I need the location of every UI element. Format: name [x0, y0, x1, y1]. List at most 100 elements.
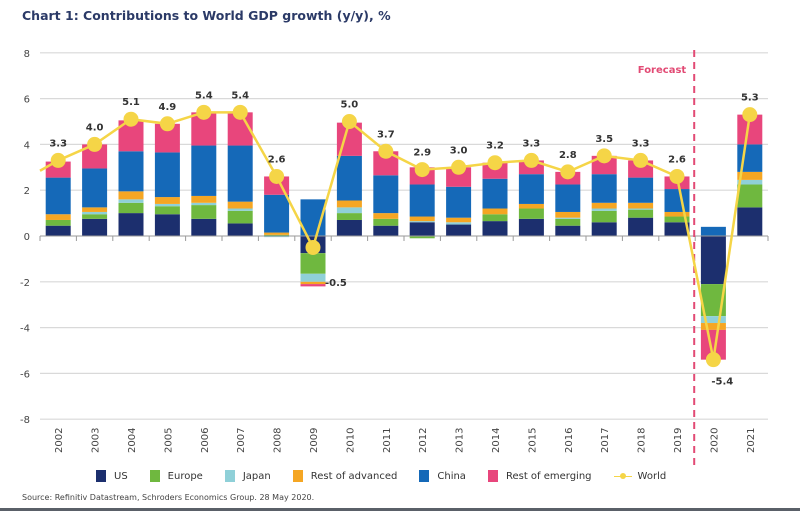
- bar-segment-china: [373, 175, 399, 214]
- world-point: [269, 168, 285, 184]
- bar-segment-rest-of-advanced: [628, 202, 654, 209]
- bar-segment-china: [191, 145, 217, 196]
- bar-segment-us: [518, 218, 544, 236]
- world-point: [159, 116, 175, 132]
- bar-segment-europe: [518, 208, 544, 219]
- y-tick-label: -2: [20, 278, 30, 289]
- bar-segment-us: [409, 222, 435, 236]
- legend-label: China: [437, 470, 466, 482]
- world-point: [596, 148, 612, 164]
- bar-segment-rest-of-advanced: [300, 281, 326, 285]
- bar-segment-china: [518, 174, 544, 204]
- bar-segment-us: [373, 225, 399, 236]
- bar-segment-us: [700, 236, 726, 285]
- bar-segment-rest-of-advanced: [154, 197, 180, 204]
- bar-segment-china: [555, 184, 581, 212]
- world-data-label: 3.5: [595, 134, 613, 145]
- bar-segment-japan: [628, 208, 654, 210]
- bar-segment-europe: [45, 219, 71, 226]
- legend-item-world: World: [613, 470, 666, 482]
- x-tick-label: 2015: [527, 428, 538, 453]
- world-data-label: 2.6: [668, 154, 686, 165]
- legend-swatch: [292, 470, 303, 482]
- bar-segment-us: [482, 221, 508, 236]
- y-tick-label: 6: [24, 95, 30, 106]
- bar-segment-europe: [482, 214, 508, 222]
- world-data-label: 3.3: [523, 138, 541, 149]
- legend-item-rest-of-advanced: Rest of advanced: [292, 470, 398, 482]
- bar-segment-china: [409, 184, 435, 217]
- bar-segment-europe: [628, 209, 654, 218]
- bar-segment-us: [336, 219, 362, 236]
- world-point: [232, 104, 248, 120]
- forecast-label: Forecast: [638, 65, 687, 76]
- bar-segment-china: [700, 226, 726, 236]
- bar-segment-europe: [264, 234, 290, 236]
- world-point: [87, 136, 103, 152]
- bar-segment-rest-of-advanced: [264, 232, 290, 235]
- x-tick-label: 2007: [236, 428, 247, 453]
- bar-segment-rest-of-advanced: [191, 195, 217, 203]
- legend-item-rest-of-emerging: Rest of emerging: [487, 470, 592, 482]
- bar-segment-europe: [664, 216, 690, 223]
- bar-segment-us: [154, 214, 180, 236]
- bar-segment-rest-of-advanced: [45, 214, 71, 220]
- world-data-label: 4.0: [86, 122, 104, 133]
- world-data-label: -0.5: [325, 278, 347, 289]
- bar-segment-china: [628, 177, 654, 203]
- x-tick-label: 2014: [491, 428, 502, 453]
- bar-segment-china: [482, 178, 508, 209]
- legend-line-marker: [613, 470, 632, 482]
- bar-segment-europe: [300, 253, 326, 274]
- world-data-label: 3.0: [450, 145, 468, 156]
- world-point: [196, 104, 212, 120]
- world-point: [633, 152, 649, 168]
- bar-segment-japan: [264, 236, 290, 238]
- bar-segment-japan: [700, 316, 726, 324]
- world-point: [414, 162, 430, 178]
- x-tick-label: 2009: [309, 428, 320, 453]
- bar-segment-us: [737, 207, 763, 236]
- bar-segment-china: [446, 186, 472, 218]
- legend: US Europe Japan Rest of advanced China Rest o…: [96, 470, 688, 482]
- bar-segment-china: [227, 145, 253, 202]
- y-tick-label: -4: [20, 324, 30, 335]
- y-tick-label: 2: [24, 186, 30, 197]
- bar-segment-europe: [555, 218, 581, 226]
- world-point: [50, 152, 66, 168]
- world-point: [341, 114, 357, 129]
- world-data-label: 2.8: [559, 150, 577, 161]
- world-data-label: 5.3: [741, 93, 759, 104]
- bar-segment-europe: [336, 213, 362, 220]
- source-note: Source: Refinitiv Datastream, Schroders …: [22, 493, 315, 502]
- world-data-label: 5.4: [231, 90, 249, 101]
- world-point: [669, 168, 685, 184]
- bar-segment-japan: [555, 217, 581, 219]
- legend-label: Europe: [167, 470, 203, 482]
- bar-segment-us: [628, 217, 654, 236]
- world-data-label: 2.6: [268, 154, 286, 165]
- y-tick-label: 0: [24, 232, 30, 243]
- bar-segment-us: [45, 225, 71, 236]
- bar-segment-europe: [227, 210, 253, 224]
- y-tick-label: 4: [24, 140, 30, 151]
- world-data-label: 3.3: [632, 138, 650, 149]
- world-point: [487, 155, 503, 171]
- bar-segment-europe: [373, 218, 399, 226]
- bar-segment-europe: [409, 236, 435, 239]
- bar-segment-rest-of-advanced: [482, 208, 508, 215]
- legend-label: Rest of advanced: [310, 470, 398, 482]
- bar-segment-us: [227, 223, 253, 236]
- legend-swatch: [419, 470, 430, 482]
- bar-segment-china: [591, 174, 617, 203]
- world-point: [451, 159, 467, 175]
- x-tick-label: 2003: [91, 428, 102, 453]
- world-data-label: 2.9: [413, 148, 431, 159]
- bar-segment-rest-of-advanced: [227, 201, 253, 209]
- y-tick-label: -6: [20, 369, 30, 380]
- bar-segment-china: [154, 152, 180, 198]
- world-point: [523, 152, 539, 168]
- y-tick-label: 8: [24, 49, 30, 60]
- world-point: [560, 164, 576, 180]
- bar-segment-us: [555, 225, 581, 236]
